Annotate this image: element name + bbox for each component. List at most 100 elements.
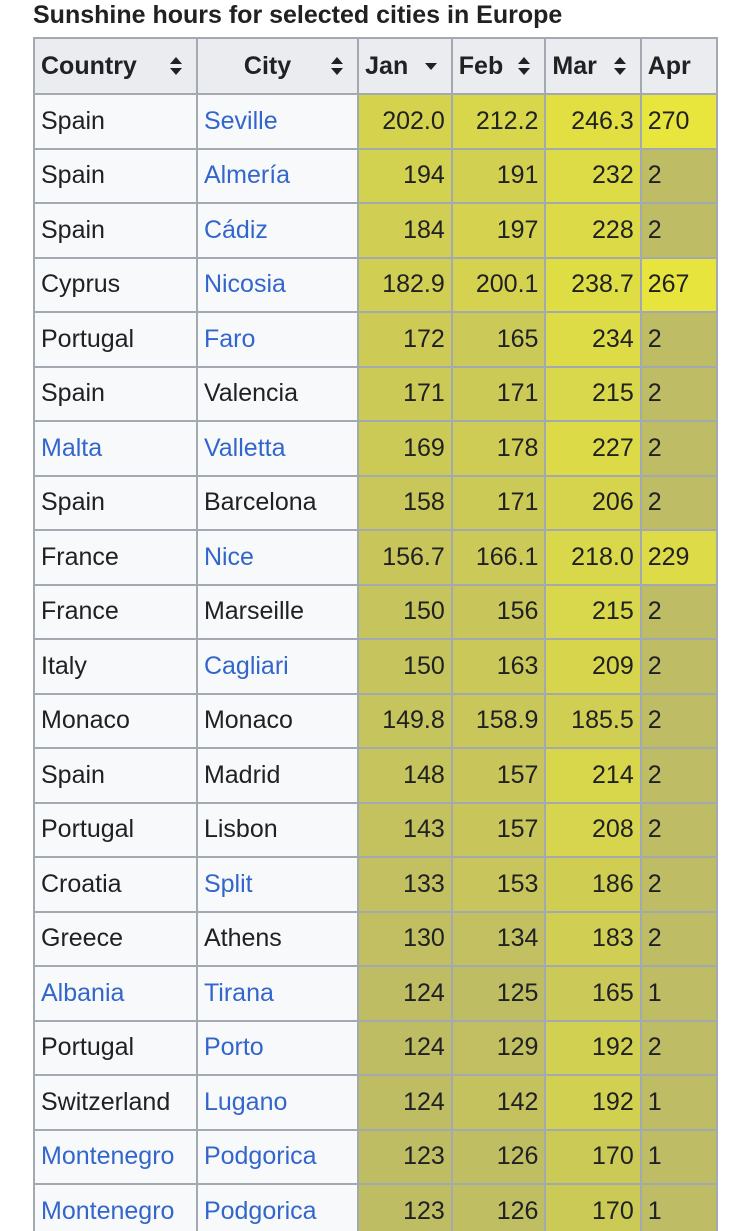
feb-cell: 157 (450, 801, 547, 858)
city-link[interactable]: Cagliari (203, 651, 289, 680)
jan-cell: 182.9 (357, 256, 453, 313)
country-text: Portugal (41, 324, 135, 353)
city-link[interactable]: Split (203, 869, 253, 898)
city-cell[interactable]: Podgorica (195, 1183, 360, 1231)
table-row: Greece Athens 130 134 183 2 (33, 910, 718, 967)
feb-cell: 200.1 (450, 256, 547, 313)
mar-cell: 170 (544, 1183, 642, 1231)
feb-cell: 134 (450, 910, 547, 967)
country-cell[interactable]: Montenegro (33, 1128, 198, 1185)
country-text: Greece (41, 924, 123, 953)
jan-cell: 184 (357, 202, 453, 259)
jan-cell: 133 (357, 856, 453, 913)
header-jan[interactable]: Jan (357, 37, 453, 95)
city-cell[interactable]: Cádiz (195, 202, 360, 259)
city-link[interactable]: Podgorica (203, 1196, 317, 1225)
header-feb[interactable]: Feb (450, 37, 547, 95)
header-row: Country City Jan Feb (33, 37, 718, 95)
country-cell[interactable]: Malta (33, 420, 198, 477)
sort-both-icon[interactable] (612, 55, 628, 77)
city-cell[interactable]: Split (195, 856, 360, 913)
table-row: Portugal Faro 172 165 234 2 (33, 311, 718, 368)
city-link[interactable]: Valletta (203, 433, 286, 462)
header-label: Feb (458, 51, 504, 80)
mar-cell: 192 (544, 1074, 642, 1131)
country-link[interactable]: Montenegro (41, 1142, 175, 1171)
mar-cell: 215 (544, 583, 642, 640)
city-cell[interactable]: Faro (195, 311, 360, 368)
city-link[interactable]: Podgorica (203, 1142, 317, 1171)
country-cell: Switzerland (33, 1074, 198, 1131)
feb-cell: 163 (450, 638, 547, 695)
city-cell[interactable]: Porto (195, 1019, 360, 1076)
sort-descending-icon[interactable] (423, 55, 439, 77)
feb-cell: 126 (450, 1128, 547, 1185)
table-row: Croatia Split 133 153 186 2 (33, 856, 718, 913)
city-link[interactable]: Lugano (203, 1087, 288, 1116)
city-cell[interactable]: Valletta (195, 420, 360, 477)
header-city[interactable]: City (195, 37, 360, 95)
table-row: Spain Almería 194 191 232 2 (33, 147, 718, 204)
country-cell: Spain (33, 365, 198, 422)
city-link[interactable]: Cádiz (203, 215, 268, 244)
city-cell[interactable]: Seville (195, 93, 360, 150)
table-row: Cyprus Nicosia 182.9 200.1 238.7 267 (33, 256, 718, 313)
jan-cell: 124 (357, 965, 453, 1022)
city-cell[interactable]: Almería (195, 147, 360, 204)
country-text: Spain (41, 760, 105, 789)
jan-cell: 148 (357, 747, 453, 804)
apr-cell: 2 (639, 474, 718, 531)
apr-cell: 1 (639, 1074, 718, 1131)
city-cell[interactable]: Podgorica (195, 1128, 360, 1185)
header-mar[interactable]: Mar (544, 37, 642, 95)
jan-cell: 123 (357, 1183, 453, 1231)
city-link[interactable]: Tirana (203, 978, 274, 1007)
country-cell: Spain (33, 747, 198, 804)
table-viewport[interactable]: Country City Jan Feb (0, 0, 718, 1231)
city-link[interactable]: Seville (203, 106, 278, 135)
apr-cell: 2 (639, 856, 718, 913)
country-cell: France (33, 583, 198, 640)
city-link[interactable]: Nice (203, 542, 254, 571)
header-apr[interactable]: Apr (639, 37, 718, 95)
header-country[interactable]: Country (33, 37, 198, 95)
country-cell: France (33, 529, 198, 586)
country-link[interactable]: Albania (41, 978, 125, 1007)
feb-cell: 153 (450, 856, 547, 913)
table-row: Spain Madrid 148 157 214 2 (33, 747, 718, 804)
country-cell[interactable]: Albania (33, 965, 198, 1022)
sort-both-icon[interactable] (516, 55, 532, 77)
city-cell: Lisbon (195, 801, 360, 858)
city-cell[interactable]: Nice (195, 529, 360, 586)
city-cell[interactable]: Tirana (195, 965, 360, 1022)
country-link[interactable]: Montenegro (41, 1196, 175, 1225)
city-link[interactable]: Nicosia (203, 270, 286, 299)
country-cell[interactable]: Montenegro (33, 1183, 198, 1231)
table-row: France Marseille 150 156 215 2 (33, 583, 718, 640)
apr-cell: 2 (639, 638, 718, 695)
apr-cell: 2 (639, 311, 718, 368)
city-cell[interactable]: Nicosia (195, 256, 360, 313)
city-cell[interactable]: Cagliari (195, 638, 360, 695)
city-link[interactable]: Porto (203, 1033, 264, 1062)
apr-cell: 2 (639, 583, 718, 640)
city-text: Madrid (203, 760, 281, 789)
country-cell: Portugal (33, 311, 198, 368)
city-link[interactable]: Almería (203, 161, 291, 190)
apr-cell: 1 (639, 1183, 718, 1231)
feb-cell: 171 (450, 474, 547, 531)
table-row: Spain Valencia 171 171 215 2 (33, 365, 718, 422)
sort-both-icon[interactable] (329, 55, 345, 77)
city-cell[interactable]: Lugano (195, 1074, 360, 1131)
country-text: Cyprus (41, 270, 121, 299)
country-link[interactable]: Malta (41, 433, 103, 462)
country-cell: Greece (33, 910, 198, 967)
apr-cell: 2 (639, 365, 718, 422)
mar-cell: 218.0 (544, 529, 642, 586)
city-link[interactable]: Faro (203, 324, 256, 353)
feb-cell: 197 (450, 202, 547, 259)
country-cell: Cyprus (33, 256, 198, 313)
header-label: City (243, 51, 292, 80)
sort-both-icon[interactable] (168, 55, 184, 77)
table-row: Portugal Lisbon 143 157 208 2 (33, 801, 718, 858)
